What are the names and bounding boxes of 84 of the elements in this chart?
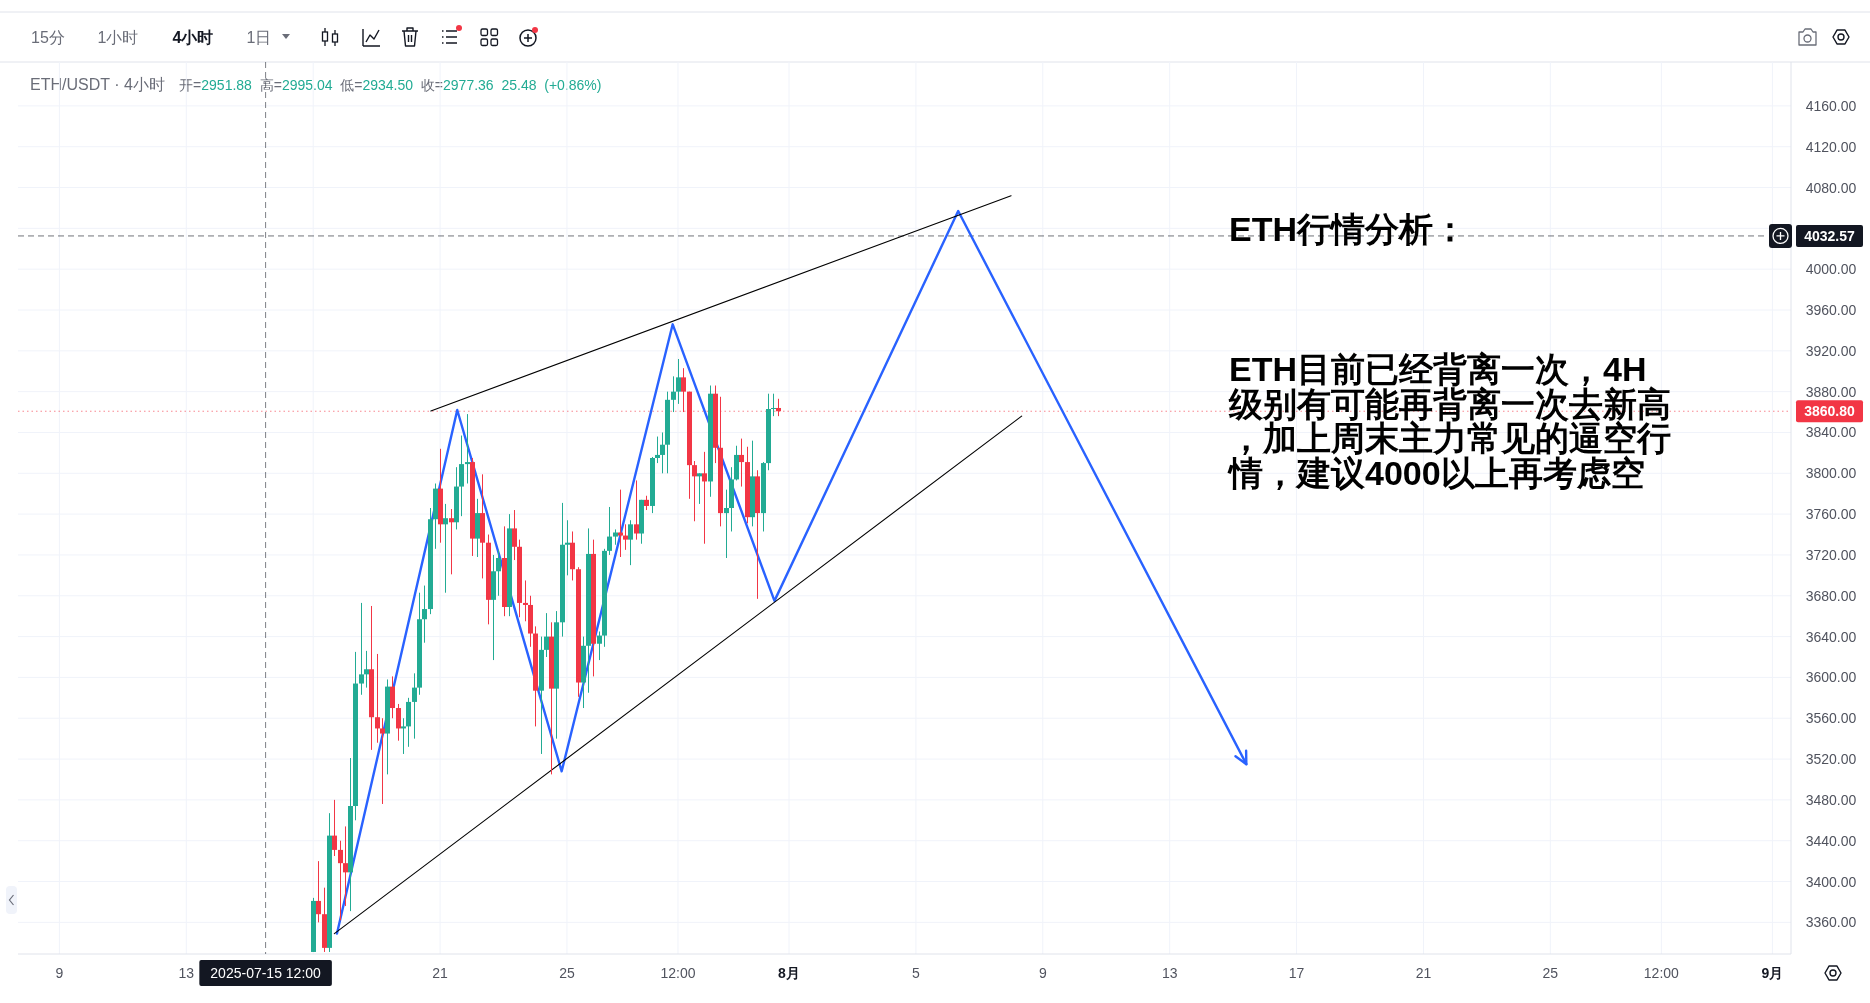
candlestick xyxy=(628,519,633,566)
x-tick-label: 25 xyxy=(559,965,575,981)
y-tick-label: 3560.00 xyxy=(1805,710,1857,727)
text: 1小时 xyxy=(97,29,139,46)
x-tick-label: 21 xyxy=(1415,965,1432,981)
candlestick xyxy=(465,413,470,485)
y-tick-label: 3440.00 xyxy=(1805,832,1857,849)
x-tick-label: 12:00 xyxy=(1643,965,1680,981)
candlestick xyxy=(375,653,380,744)
candlestick xyxy=(359,602,364,696)
candlestick xyxy=(332,799,337,857)
candlestick xyxy=(702,451,707,545)
candlestick xyxy=(364,650,369,689)
candlestick xyxy=(422,585,427,644)
candlestick xyxy=(697,472,702,505)
y-tick-label: 3600.00 xyxy=(1805,669,1857,686)
candlestick xyxy=(390,675,395,719)
x-tick-label: 9 xyxy=(1038,965,1047,981)
candlestick xyxy=(412,672,417,740)
x-tick-label: 21 xyxy=(432,965,449,981)
candlestick xyxy=(771,393,776,417)
candlestick xyxy=(338,840,343,921)
candlestick xyxy=(380,717,385,805)
x-tick-label: 13 xyxy=(1161,965,1178,981)
y-tick-label: 3800.00 xyxy=(1805,465,1857,482)
candlestick xyxy=(523,579,528,622)
candlestick xyxy=(443,503,448,594)
y-tick-label: 3520.00 xyxy=(1805,751,1857,768)
annotation: ETH行情分析： xyxy=(1229,210,1467,248)
y-tick-label: 3960.00 xyxy=(1805,302,1857,318)
x-tick-label: 25 xyxy=(1542,965,1559,981)
candlestick xyxy=(660,431,665,474)
y-tick-label: 3400.00 xyxy=(1805,873,1857,890)
text: 15分 xyxy=(31,29,65,46)
ref-line-label: 3860.80 xyxy=(1804,403,1856,420)
x-tick-label: 9月 xyxy=(1761,965,1784,981)
y-tick-label: 3840.00 xyxy=(1805,424,1857,441)
y-tick-label: 3680.00 xyxy=(1805,587,1857,604)
candlestick xyxy=(343,825,348,907)
x-tick-label: 13 xyxy=(178,965,195,981)
candlestick xyxy=(401,717,406,755)
candlestick xyxy=(655,436,660,464)
ref-line-label: 4032.57 xyxy=(1804,227,1856,244)
candlestick xyxy=(618,489,623,558)
candlestick xyxy=(396,703,401,742)
annotation: ETH目前已经背离一次，4H级别有可能再背离一次去新高，加上周末主力常见的逼空行情，建议4000以上再考虑空 xyxy=(1227,350,1671,492)
y-tick-label: 4080.00 xyxy=(1805,179,1857,196)
candlestick xyxy=(671,375,676,413)
candlestick xyxy=(512,509,517,561)
x-tick-label: 12:00 xyxy=(660,965,696,981)
ref-line-label: 2025-07-15 12:00 xyxy=(210,965,322,981)
candlestick xyxy=(692,460,697,522)
candlestick xyxy=(607,506,612,556)
candlestick xyxy=(739,438,744,488)
text: 开=2951.88 高=2995.04 低=2934.50 收=2977.36 25.48 (+0.86%) xyxy=(179,77,602,93)
y-tick-label: 3880.00 xyxy=(1805,383,1857,400)
y-tick-label: 4160.00 xyxy=(1805,97,1857,114)
candlestick xyxy=(496,549,501,597)
candlestick xyxy=(724,489,729,559)
x-tick-label: 17 xyxy=(1288,965,1305,981)
candlestick xyxy=(623,523,628,551)
y-tick-label: 3720.00 xyxy=(1805,546,1857,563)
y-tick-label: 3360.00 xyxy=(1805,914,1857,931)
x-tick-label: 9 xyxy=(55,965,64,981)
candlestick xyxy=(316,860,321,923)
candlestick xyxy=(449,508,454,575)
y-tick-label: 3920.00 xyxy=(1805,342,1857,359)
x-tick-label: 8月 xyxy=(778,965,800,981)
text: 4小时 xyxy=(172,29,214,46)
candlestick xyxy=(544,612,549,658)
y-tick-label: 3480.00 xyxy=(1805,791,1857,808)
candlestick xyxy=(565,519,570,576)
y-tick-label: 4120.00 xyxy=(1805,138,1857,155)
x-tick-label: 5 xyxy=(912,965,920,981)
text: ETH/USDT · 4小时 xyxy=(30,76,165,93)
candlestick xyxy=(676,358,681,405)
y-tick-label: 3640.00 xyxy=(1805,628,1857,645)
candlestick xyxy=(459,435,464,517)
candlestick xyxy=(681,367,686,413)
candlestick xyxy=(634,479,639,541)
text: 1日 xyxy=(246,29,272,46)
y-tick-label: 4000.00 xyxy=(1805,261,1857,278)
y-tick-label: 3760.00 xyxy=(1805,506,1857,523)
candlestick xyxy=(597,630,602,661)
